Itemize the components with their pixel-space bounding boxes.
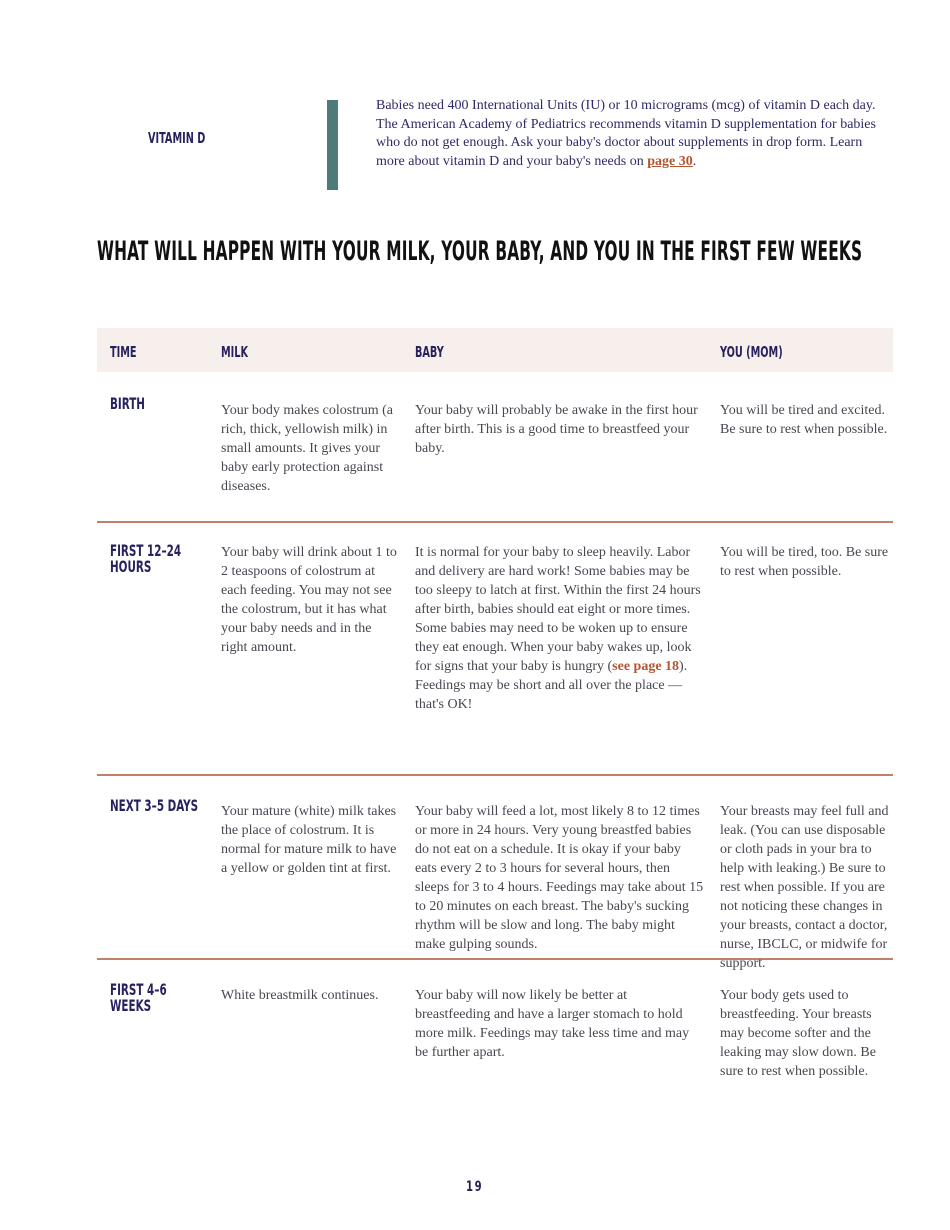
row-time: BIRTH <box>110 394 145 413</box>
row-you: You will be tired and excited. Be sure t… <box>720 403 888 437</box>
callout-bar <box>327 100 338 190</box>
row-milk: Your baby will drink about 1 to 2 teaspo… <box>221 545 397 655</box>
row-you: Your body gets used to breastfeeding. Yo… <box>720 988 876 1079</box>
vitamin-d-label: VITAMIN D <box>148 129 206 147</box>
page-30-link[interactable]: page 30 <box>647 153 693 169</box>
row-milk: White breastmilk continues. <box>221 988 379 1003</box>
table-row: NEXT 3–5 DAYS Your mature (white) milk t… <box>97 776 893 971</box>
table-row: FIRST 4–6 WEEKS White breastmilk continu… <box>97 960 893 1130</box>
vitamin-d-text: Babies need 400 International Units (IU)… <box>376 98 876 169</box>
header-time: TIME <box>110 343 137 361</box>
table-row: BIRTH Your body makes colostrum (a rich,… <box>97 372 893 523</box>
header-baby: BABY <box>415 343 444 361</box>
table-header: TIME MILK BABY YOU (MOM) <box>97 328 893 372</box>
row-milk: Your body makes colostrum (a rich, thick… <box>221 403 394 494</box>
page-18-link[interactable]: see page 18 <box>612 659 680 674</box>
row-time: FIRST 4–6 WEEKS <box>110 980 167 1015</box>
page-title: WHAT WILL HAPPEN WITH YOUR MILK, YOUR BA… <box>97 236 863 267</box>
header-milk: MILK <box>221 343 249 361</box>
row-you: You will be tired, too. Be sure to rest … <box>720 545 889 579</box>
row-you: Your breasts may feel full and leak. (Yo… <box>720 804 889 971</box>
row-time: FIRST 12–24 HOURS <box>110 541 182 576</box>
row-baby: Your baby will probably be awake in the … <box>415 403 698 456</box>
row-baby: It is normal for your baby to sleep heav… <box>415 545 701 712</box>
header-you: YOU (MOM) <box>720 343 783 361</box>
table-row: FIRST 12–24 HOURS Your baby will drink a… <box>97 523 893 776</box>
row-time: NEXT 3–5 DAYS <box>110 796 199 815</box>
row-baby: Your baby will now likely be better at b… <box>415 988 690 1060</box>
timeline-table: TIME MILK BABY YOU (MOM) BIRTH Your body… <box>97 328 893 1130</box>
row-baby: Your baby will feed a lot, most likely 8… <box>415 804 704 952</box>
page-number: 19 <box>466 1179 484 1195</box>
row-milk: Your mature (white) milk takes the place… <box>221 804 397 876</box>
